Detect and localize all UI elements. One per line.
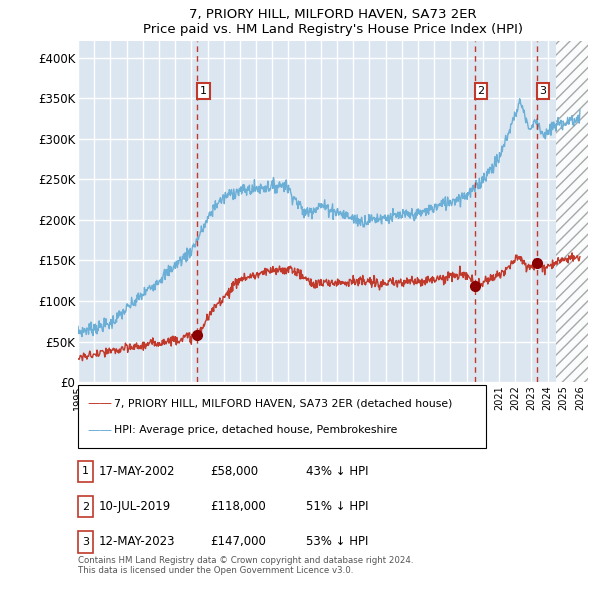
Text: ——: —— bbox=[87, 424, 112, 437]
Bar bbox=[556, 41, 588, 382]
Text: 10-JUL-2019: 10-JUL-2019 bbox=[99, 500, 171, 513]
Text: £147,000: £147,000 bbox=[210, 536, 266, 549]
Title: 7, PRIORY HILL, MILFORD HAVEN, SA73 2ER
Price paid vs. HM Land Registry's House : 7, PRIORY HILL, MILFORD HAVEN, SA73 2ER … bbox=[143, 8, 523, 36]
Text: £58,000: £58,000 bbox=[210, 465, 258, 478]
Text: HPI: Average price, detached house, Pembrokeshire: HPI: Average price, detached house, Pemb… bbox=[114, 425, 397, 435]
Text: 2: 2 bbox=[478, 86, 485, 96]
Text: 1: 1 bbox=[200, 86, 207, 96]
Text: 3: 3 bbox=[82, 537, 89, 547]
Text: £118,000: £118,000 bbox=[210, 500, 266, 513]
Text: Contains HM Land Registry data © Crown copyright and database right 2024.
This d: Contains HM Land Registry data © Crown c… bbox=[78, 556, 413, 575]
Text: 12-MAY-2023: 12-MAY-2023 bbox=[99, 536, 176, 549]
Text: ——: —— bbox=[87, 398, 112, 411]
Text: 17-MAY-2002: 17-MAY-2002 bbox=[99, 465, 176, 478]
Text: 7, PRIORY HILL, MILFORD HAVEN, SA73 2ER (detached house): 7, PRIORY HILL, MILFORD HAVEN, SA73 2ER … bbox=[114, 399, 452, 409]
Text: 43% ↓ HPI: 43% ↓ HPI bbox=[306, 465, 368, 478]
Text: 51% ↓ HPI: 51% ↓ HPI bbox=[306, 500, 368, 513]
Text: 1: 1 bbox=[82, 467, 89, 477]
Text: 2: 2 bbox=[82, 502, 89, 512]
Text: 53% ↓ HPI: 53% ↓ HPI bbox=[306, 536, 368, 549]
Text: 3: 3 bbox=[539, 86, 547, 96]
